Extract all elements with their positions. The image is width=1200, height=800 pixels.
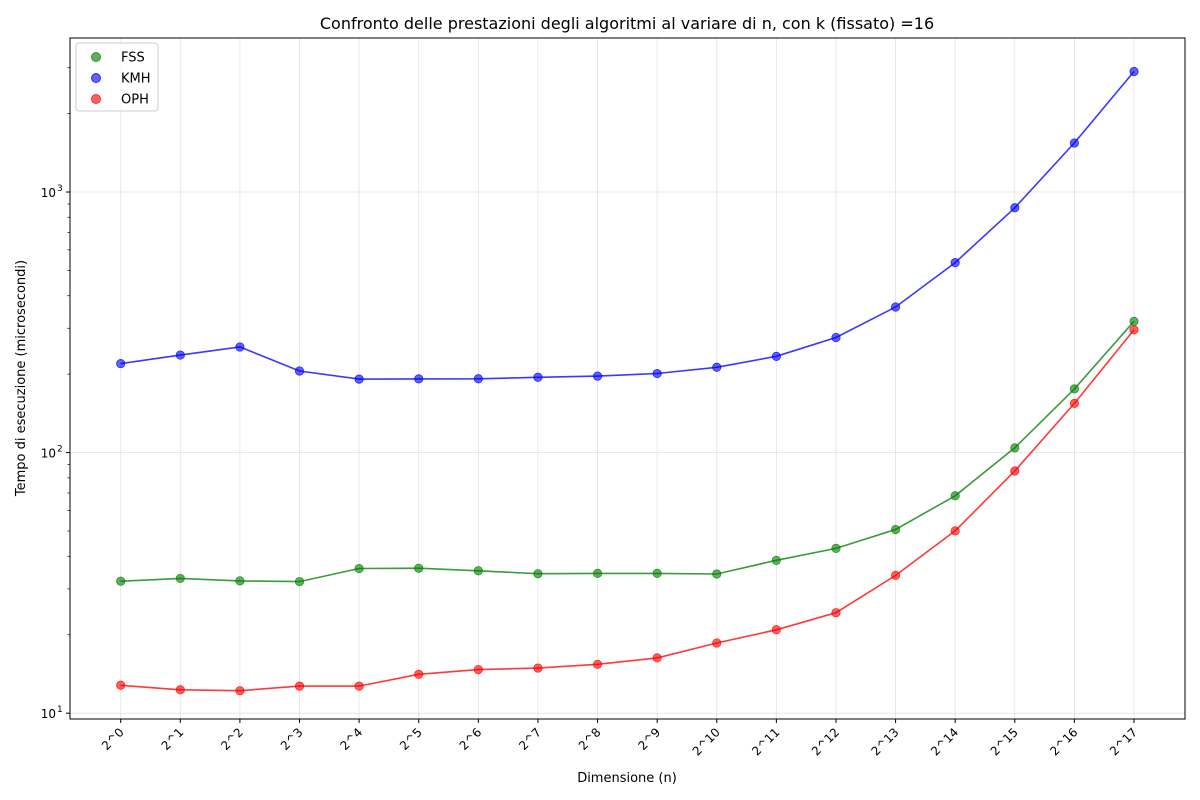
data-point-kmh bbox=[890, 302, 901, 312]
data-point-oph bbox=[533, 663, 543, 673]
x-tick-label: 2^13 bbox=[868, 725, 901, 758]
data-point-oph bbox=[712, 638, 722, 648]
x-tick-label: 2^15 bbox=[988, 725, 1021, 758]
data-point-kmh bbox=[473, 374, 483, 384]
plot-frame bbox=[69, 37, 1186, 720]
x-axis-ticks: 2^0 2^1 2^2 2^3 2^4 2^5 2^6 2^7 2^8 2^9 2^10 2^11 2^… bbox=[99, 719, 1140, 758]
data-point-kmh bbox=[235, 342, 245, 352]
series-layer bbox=[116, 66, 1139, 696]
legend-marker-fss bbox=[91, 52, 101, 62]
chart-title: Confronto delle prestazioni degli algori… bbox=[320, 14, 934, 33]
legend-label-oph: OPH bbox=[121, 93, 149, 108]
data-point-kmh bbox=[294, 366, 305, 376]
data-point-fss bbox=[592, 568, 603, 578]
data-point-fss bbox=[1069, 384, 1079, 394]
series-line-fss bbox=[120, 320, 1135, 583]
data-point-fss bbox=[354, 563, 364, 574]
legend-label-kmh: KMH bbox=[121, 72, 151, 87]
data-point-fss bbox=[294, 576, 305, 587]
data-point-fss bbox=[533, 569, 543, 579]
legend: FSS KMH OPH bbox=[75, 42, 159, 112]
data-point-fss bbox=[831, 543, 841, 553]
data-point-oph bbox=[890, 570, 901, 580]
data-point-oph bbox=[771, 625, 781, 635]
y-tick-exponent: 3 bbox=[57, 184, 63, 194]
x-tick-label: 2^9 bbox=[635, 725, 663, 753]
x-tick-label: 2^16 bbox=[1047, 725, 1080, 758]
grid-layer bbox=[70, 38, 1185, 719]
legend-marker-kmh bbox=[91, 73, 101, 83]
data-point-kmh bbox=[592, 371, 603, 381]
data-point-oph bbox=[831, 608, 841, 618]
legend-marker-oph bbox=[91, 94, 101, 104]
series-line-kmh bbox=[120, 70, 1135, 380]
x-tick-label: 2^14 bbox=[928, 725, 961, 758]
x-tick-label: 2^8 bbox=[576, 725, 604, 753]
data-point-fss bbox=[116, 576, 126, 586]
data-point-kmh bbox=[950, 258, 960, 268]
data-point-kmh bbox=[533, 372, 543, 382]
data-point-kmh bbox=[1129, 66, 1139, 77]
x-tick-label: 2^0 bbox=[99, 725, 127, 753]
x-tick-label: 2^5 bbox=[397, 725, 425, 753]
y-tick-label: 10 bbox=[41, 707, 56, 721]
data-point-kmh bbox=[175, 350, 185, 360]
data-point-oph bbox=[950, 526, 960, 536]
data-point-fss bbox=[235, 576, 245, 586]
data-point-fss bbox=[712, 569, 722, 579]
data-point-kmh bbox=[414, 374, 424, 384]
x-tick-label: 2^11 bbox=[749, 725, 782, 758]
data-point-fss bbox=[414, 563, 424, 573]
x-tick-label: 2^2 bbox=[218, 725, 246, 753]
data-point-oph bbox=[175, 685, 185, 695]
data-point-oph bbox=[414, 669, 424, 679]
data-point-fss bbox=[890, 524, 901, 535]
data-point-oph bbox=[1010, 466, 1020, 476]
data-point-fss bbox=[771, 555, 781, 565]
data-point-oph bbox=[592, 659, 603, 669]
data-point-kmh bbox=[771, 351, 781, 361]
y-axis-label: Tempo di esecuzione (microsecondi) bbox=[14, 260, 29, 497]
data-point-oph bbox=[1129, 325, 1139, 335]
data-point-kmh bbox=[1069, 138, 1079, 148]
legend-label-fss: FSS bbox=[121, 51, 145, 66]
data-point-kmh bbox=[712, 362, 722, 372]
y-tick-label: 10 bbox=[41, 186, 56, 200]
x-tick-label: 2^10 bbox=[690, 725, 723, 758]
data-point-fss bbox=[1010, 443, 1020, 453]
data-point-kmh bbox=[354, 374, 364, 384]
data-point-kmh bbox=[116, 358, 126, 369]
x-axis-label: Dimensione (n) bbox=[577, 771, 677, 786]
data-point-oph bbox=[354, 681, 364, 691]
x-tick-label: 2^4 bbox=[337, 725, 365, 753]
data-point-oph bbox=[235, 686, 245, 696]
x-tick-label: 2^17 bbox=[1107, 725, 1140, 758]
x-tick-label: 2^12 bbox=[809, 725, 842, 758]
data-point-fss bbox=[652, 568, 662, 578]
data-point-kmh bbox=[831, 332, 841, 343]
data-point-fss bbox=[473, 566, 483, 576]
data-point-fss bbox=[175, 573, 185, 584]
data-point-oph bbox=[116, 680, 126, 690]
y-tick-exponent: 2 bbox=[57, 445, 63, 455]
data-point-oph bbox=[1069, 398, 1079, 408]
series-line-oph bbox=[120, 329, 1135, 692]
data-point-oph bbox=[473, 664, 483, 675]
x-tick-label: 2^1 bbox=[159, 725, 187, 753]
data-point-oph bbox=[294, 681, 305, 691]
data-point-kmh bbox=[1010, 203, 1020, 213]
data-point-fss bbox=[950, 491, 960, 501]
data-point-oph bbox=[652, 653, 662, 663]
x-tick-label: 2^6 bbox=[457, 725, 485, 753]
data-point-kmh bbox=[652, 368, 662, 379]
data-point-fss bbox=[1129, 316, 1139, 326]
x-tick-label: 2^3 bbox=[278, 725, 306, 753]
y-tick-label: 10 bbox=[41, 447, 56, 461]
x-tick-label: 2^7 bbox=[516, 725, 544, 753]
y-tick-exponent: 1 bbox=[57, 705, 63, 715]
